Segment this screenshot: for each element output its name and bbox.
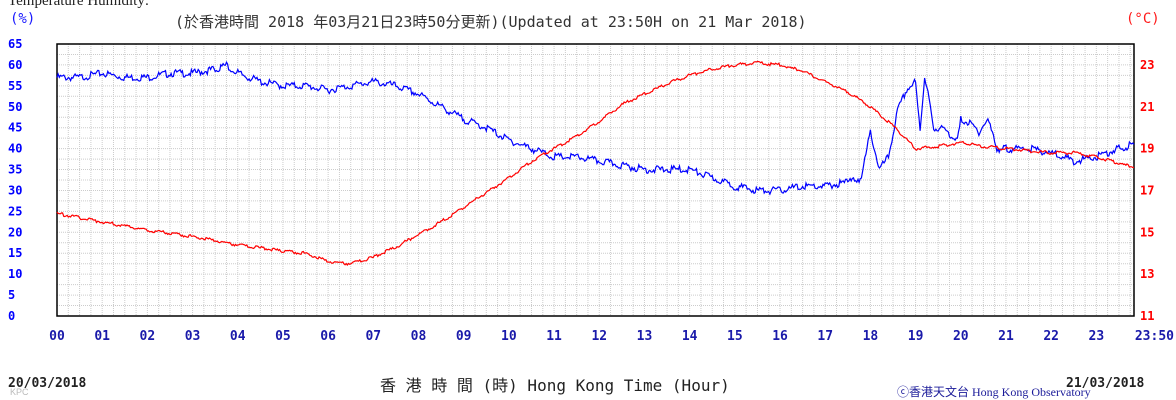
right-tick-label: 17 bbox=[1140, 183, 1154, 197]
x-axis-title: 香 港 時 間 (時) Hong Kong Time (Hour) bbox=[380, 376, 730, 395]
left-tick-label: 10 bbox=[8, 267, 22, 281]
left-axis-unit: (%) bbox=[10, 11, 36, 27]
left-tick-label: 40 bbox=[8, 142, 22, 156]
copyright-notice: ⓒ香港天文台 Hong Kong Observatory bbox=[897, 385, 1091, 399]
x-tick-label: 04 bbox=[230, 329, 246, 344]
x-tick-label: 10 bbox=[501, 329, 517, 344]
x-tick-label: 11 bbox=[546, 329, 562, 344]
x-tick-label: 20 bbox=[953, 329, 969, 344]
x-tick-label: 09 bbox=[456, 329, 472, 344]
left-tick-label: 35 bbox=[8, 163, 22, 177]
x-tick-label: 06 bbox=[320, 329, 336, 344]
x-tick-label: 23:50 bbox=[1135, 329, 1174, 344]
date-start: 20/03/2018 bbox=[8, 376, 87, 391]
x-tick-label: 00 bbox=[49, 329, 65, 344]
x-tick-label: 02 bbox=[140, 329, 156, 344]
top-label: Temperature Humidity: bbox=[8, 0, 149, 9]
plot-border bbox=[56, 43, 1135, 317]
right-tick-label: 19 bbox=[1140, 142, 1154, 156]
left-tick-label: 0 bbox=[8, 309, 15, 323]
x-tick-label: 21 bbox=[998, 329, 1014, 344]
right-tick-label: 23 bbox=[1140, 58, 1154, 72]
x-tick-label: 17 bbox=[817, 329, 833, 344]
x-tick-label: 01 bbox=[94, 329, 110, 344]
grid bbox=[56, 43, 1134, 317]
left-tick-label: 20 bbox=[8, 225, 22, 239]
x-tick-label: 03 bbox=[185, 329, 201, 344]
right-tick-label: 11 bbox=[1140, 309, 1154, 323]
left-tick-label: 25 bbox=[8, 204, 22, 218]
left-tick-label: 45 bbox=[8, 121, 22, 135]
x-tick-label: 16 bbox=[772, 329, 788, 344]
series-group bbox=[56, 60, 1135, 266]
updated-timestamp: (於香港時間 2018 年03月21日23時50分更新)(Updated at … bbox=[175, 13, 807, 31]
left-tick-label: 5 bbox=[8, 288, 15, 302]
x-tick-label: 15 bbox=[727, 329, 743, 344]
x-tick-label: 19 bbox=[908, 329, 924, 344]
x-axis-ticks: 00 01 02 03 04 05 06 07 08 09 10 11 12 13 14 15 16 17 18 19… bbox=[49, 329, 1174, 344]
x-tick-label: 14 bbox=[682, 329, 698, 344]
right-axis-ticks: 11 13 15 17 19 21 23 bbox=[1140, 58, 1154, 323]
x-tick-label: 07 bbox=[365, 329, 381, 344]
left-tick-label: 65 bbox=[8, 37, 22, 51]
right-tick-label: 21 bbox=[1140, 100, 1154, 114]
left-tick-label: 30 bbox=[8, 183, 22, 197]
x-tick-label: 22 bbox=[1043, 329, 1059, 344]
right-tick-label: 13 bbox=[1140, 267, 1154, 281]
x-tick-label: 23 bbox=[1089, 329, 1105, 344]
x-tick-label: 13 bbox=[637, 329, 653, 344]
right-tick-label: 15 bbox=[1140, 225, 1154, 239]
left-tick-label: 15 bbox=[8, 246, 22, 260]
x-tick-label: 18 bbox=[863, 329, 879, 344]
x-tick-label: 05 bbox=[275, 329, 291, 344]
date-end: 21/03/2018 bbox=[1066, 376, 1145, 391]
x-tick-label: 08 bbox=[411, 329, 427, 344]
series-line-right-axis bbox=[56, 60, 1135, 266]
x-tick-label: 12 bbox=[591, 329, 607, 344]
left-axis-ticks: 0 5 10 15 20 25 30 35 40 45 50 55 60 65 bbox=[8, 37, 22, 323]
watermark: KPC bbox=[10, 387, 29, 397]
right-axis-unit: (°C) bbox=[1126, 11, 1160, 27]
left-tick-label: 60 bbox=[8, 58, 22, 72]
series-line-left-axis bbox=[56, 60, 1135, 196]
left-tick-label: 50 bbox=[8, 100, 22, 114]
left-tick-label: 55 bbox=[8, 79, 22, 93]
